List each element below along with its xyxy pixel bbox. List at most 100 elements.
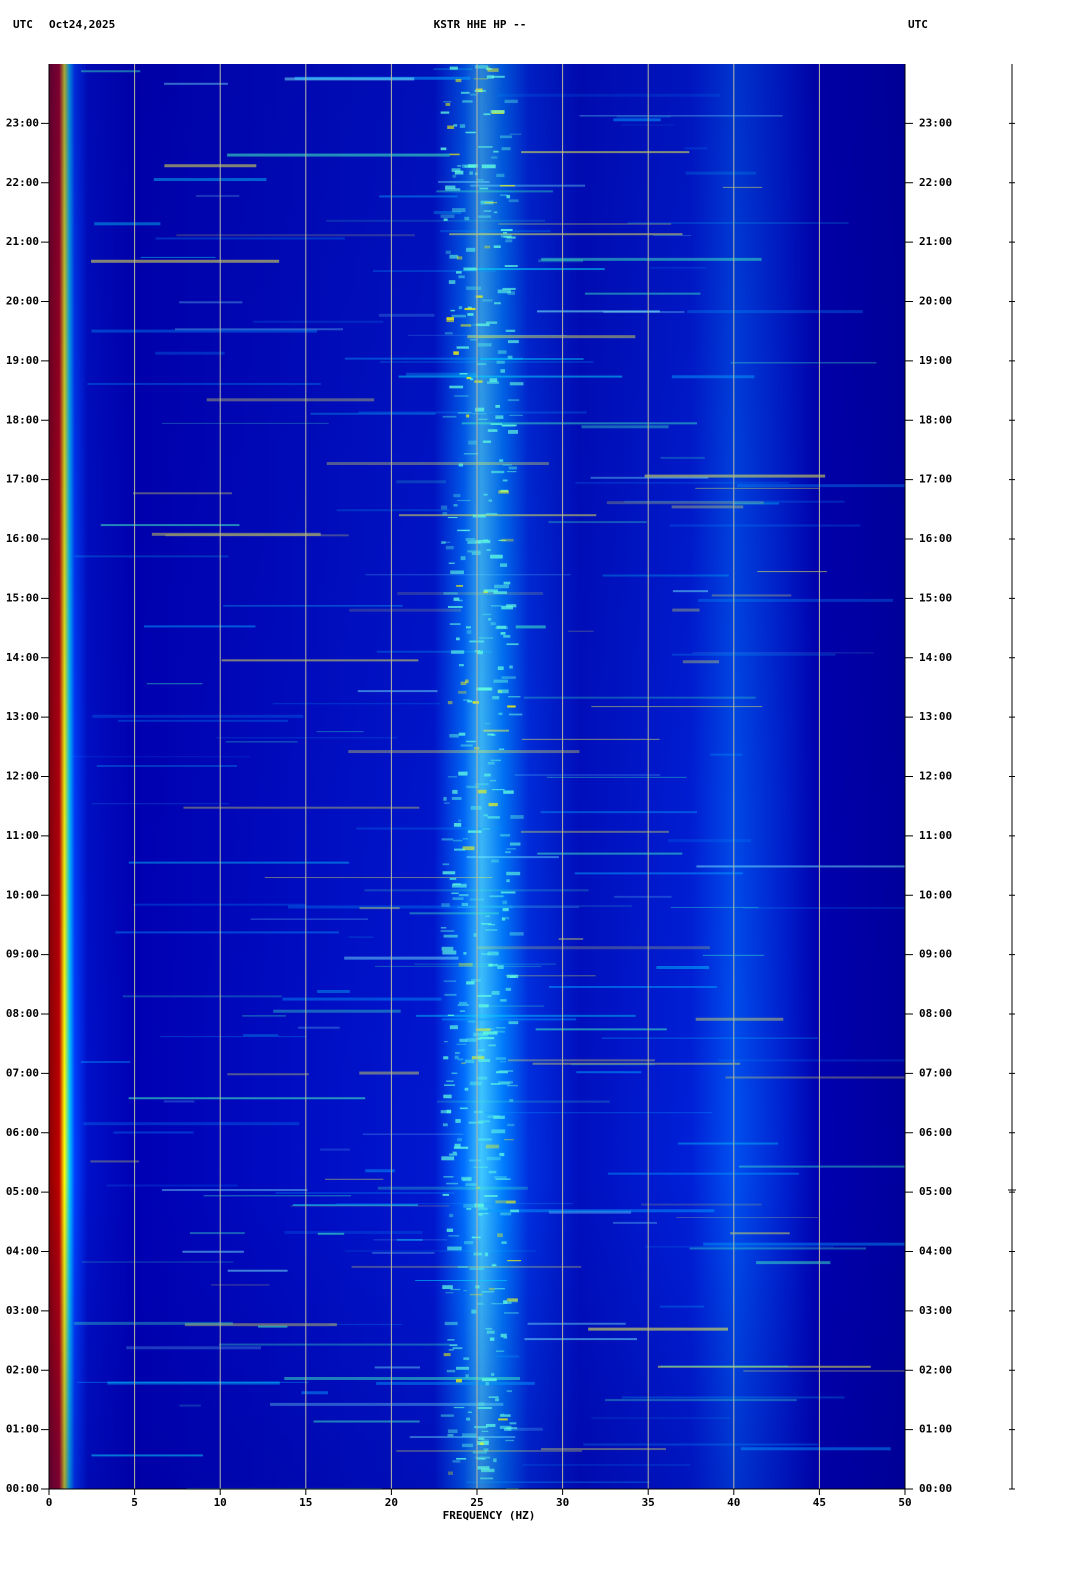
streak <box>294 76 471 80</box>
streak <box>320 1148 350 1151</box>
streak <box>730 362 877 364</box>
band-speck <box>447 1014 454 1016</box>
band-speck <box>498 490 509 494</box>
band-speck <box>493 679 509 683</box>
streak <box>567 630 594 632</box>
band-speck <box>507 340 519 344</box>
streak <box>81 70 141 73</box>
band-speck <box>506 848 517 850</box>
band-speck <box>487 761 495 765</box>
streak <box>223 605 403 607</box>
streak <box>722 186 763 188</box>
streak <box>581 425 669 429</box>
band-speck <box>472 514 486 518</box>
streak <box>128 861 350 864</box>
streak <box>742 907 905 910</box>
streak <box>657 1365 871 1368</box>
streak <box>164 82 228 85</box>
band-speck <box>449 734 459 738</box>
band-speck <box>446 317 454 320</box>
y-tick-label-left: 06:00 <box>6 1126 39 1139</box>
streak <box>607 1172 799 1175</box>
band-speck <box>486 75 494 79</box>
band-speck <box>458 894 469 897</box>
band-speck <box>491 470 505 474</box>
streak <box>243 1034 279 1037</box>
band-speck <box>451 797 462 800</box>
streak <box>275 1191 455 1194</box>
streak <box>348 750 580 754</box>
streak <box>140 256 216 258</box>
streak <box>601 1037 819 1039</box>
streak <box>606 501 764 505</box>
band-speck <box>443 1176 454 1178</box>
streak <box>91 259 280 263</box>
band-speck <box>505 329 516 333</box>
band-speck <box>456 1458 467 1460</box>
streak <box>457 906 580 908</box>
band-speck <box>442 1123 448 1127</box>
streak <box>107 1381 280 1385</box>
band-speck <box>508 1021 519 1025</box>
band-speck <box>467 1020 476 1023</box>
band-speck <box>500 891 516 894</box>
streak <box>87 382 321 385</box>
streak <box>641 1203 762 1206</box>
band-speck <box>466 785 480 789</box>
band-speck <box>452 1347 463 1350</box>
streak <box>74 555 229 558</box>
band-speck <box>505 1200 516 1204</box>
band-speck <box>487 68 499 72</box>
band-speck <box>447 125 455 129</box>
band-speck <box>506 871 521 876</box>
band-speck <box>459 1107 468 1110</box>
band-speck <box>448 1349 454 1351</box>
y-tick-label-left: 17:00 <box>6 473 39 486</box>
band-speck <box>497 1233 503 1238</box>
band-speck <box>473 78 488 80</box>
streak <box>514 774 661 776</box>
streak <box>669 524 861 527</box>
band-speck <box>491 1302 504 1305</box>
band-speck <box>485 68 493 70</box>
streak <box>440 230 551 233</box>
streak <box>703 1242 905 1246</box>
streak <box>613 1221 657 1224</box>
band-speck <box>491 1372 495 1377</box>
band-speck <box>494 1176 507 1180</box>
band-speck <box>490 554 503 559</box>
band-speck <box>483 1448 489 1452</box>
band-speck <box>500 834 511 837</box>
band-speck <box>467 540 481 544</box>
band-speck <box>482 613 492 616</box>
streak <box>80 1061 131 1064</box>
y-tick-label-right: 07:00 <box>919 1066 952 1079</box>
y-tick-label-left: 08:00 <box>6 1007 39 1020</box>
streak <box>415 1280 507 1282</box>
band-speck <box>491 75 505 78</box>
band-speck <box>448 280 456 284</box>
band-speck <box>457 1266 468 1268</box>
band-speck <box>491 156 498 159</box>
streak <box>535 1028 667 1031</box>
streak <box>396 1450 583 1452</box>
streak <box>660 456 705 459</box>
band-speck <box>450 570 464 575</box>
y-tick-label-left: 02:00 <box>6 1363 39 1376</box>
band-speck <box>495 1057 507 1060</box>
band-speck <box>478 687 493 691</box>
y-tick-label-left: 07:00 <box>6 1066 39 1079</box>
band-speck <box>447 606 463 608</box>
streak <box>477 946 710 950</box>
streak <box>689 1247 866 1250</box>
band-speck <box>442 541 451 543</box>
streak <box>210 1284 270 1286</box>
band-speck <box>441 541 446 544</box>
band-speck <box>456 1366 469 1370</box>
band-speck <box>486 549 491 551</box>
streak <box>409 1436 516 1439</box>
streak <box>162 422 329 424</box>
band-speck <box>453 493 461 498</box>
band-speck <box>447 1246 462 1251</box>
band-speck <box>500 1212 512 1216</box>
